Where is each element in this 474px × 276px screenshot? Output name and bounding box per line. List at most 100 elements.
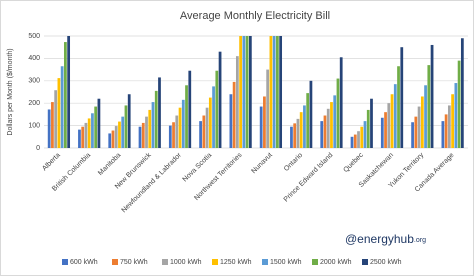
bar <box>370 98 373 148</box>
bar <box>366 109 370 148</box>
bar <box>78 129 81 148</box>
bar <box>424 85 427 148</box>
bar <box>229 94 233 148</box>
bar <box>460 38 464 148</box>
bar <box>279 36 283 148</box>
bar <box>397 66 400 148</box>
bar <box>199 121 202 148</box>
bar <box>111 130 115 148</box>
legend-swatch <box>162 259 168 265</box>
bar <box>235 56 239 148</box>
legend-label: 2000 kWh <box>320 259 352 266</box>
legend-swatch <box>212 259 218 265</box>
bar <box>188 70 192 148</box>
bar <box>411 122 414 148</box>
bar <box>326 108 330 148</box>
bar <box>127 94 131 148</box>
bar <box>384 112 387 148</box>
bar <box>118 121 121 148</box>
legend-label: 1000 kWh <box>170 259 202 266</box>
bar <box>94 106 98 148</box>
watermark-main: @energyhub <box>345 232 414 246</box>
bar <box>138 126 142 148</box>
bar <box>350 136 354 148</box>
bar <box>218 51 222 148</box>
bar <box>145 116 148 148</box>
y-axis-label: Dollars per Month ($/month) <box>7 48 14 135</box>
bar <box>121 116 125 148</box>
y-tick-label: 300 <box>28 78 40 85</box>
bar <box>393 84 397 148</box>
legend-label: 1250 kWh <box>220 259 252 266</box>
bar <box>414 116 418 148</box>
bar <box>363 121 367 148</box>
bar <box>303 105 306 148</box>
bar <box>124 105 128 148</box>
bar <box>357 131 360 148</box>
bar <box>360 126 364 148</box>
y-tick-label: 400 <box>28 55 40 62</box>
bar <box>309 80 313 148</box>
bar <box>158 77 161 148</box>
bar <box>60 66 64 148</box>
bar <box>336 78 340 148</box>
bar <box>390 94 394 148</box>
watermark-suffix: .org <box>414 237 426 244</box>
y-tick-label: 500 <box>28 33 40 40</box>
bar <box>151 102 155 148</box>
bar <box>47 109 51 148</box>
legend-swatch <box>62 259 68 265</box>
legend-swatch <box>112 259 118 265</box>
bar <box>269 36 273 148</box>
bar <box>276 36 279 148</box>
y-tick-label: 0 <box>36 145 40 152</box>
bar <box>259 106 263 148</box>
legend-swatch <box>312 259 318 265</box>
bar <box>272 36 276 148</box>
bar <box>444 114 448 148</box>
bar <box>293 123 297 148</box>
bar <box>81 126 85 148</box>
bar <box>248 36 252 148</box>
bar <box>154 90 158 148</box>
bar <box>141 122 145 148</box>
bar <box>457 60 461 148</box>
bar <box>299 112 303 148</box>
bar <box>306 93 310 148</box>
bar <box>202 115 206 148</box>
bar <box>175 115 179 148</box>
bar <box>168 125 172 148</box>
chart-title: Average Monthly Electricity Bill <box>180 10 330 22</box>
legend-swatch <box>262 259 268 265</box>
bar <box>339 57 343 148</box>
watermark: @energyhub.org <box>345 232 426 246</box>
bar <box>181 99 185 148</box>
legend-label: 750 kWh <box>120 259 148 266</box>
bar <box>427 65 431 148</box>
bar <box>441 121 445 148</box>
bar <box>323 115 327 148</box>
y-tick-label: 100 <box>28 122 40 129</box>
bar <box>387 103 391 148</box>
bar <box>67 36 71 148</box>
bar <box>54 90 58 148</box>
bar <box>87 118 91 148</box>
bar <box>333 95 337 148</box>
bar <box>380 117 384 148</box>
bar <box>185 85 188 148</box>
bar <box>245 36 249 148</box>
bar <box>215 70 219 148</box>
legend-label: 2500 kWh <box>370 259 402 266</box>
bar <box>296 118 300 148</box>
bar <box>57 78 61 148</box>
bar <box>420 96 424 148</box>
bar <box>205 107 209 148</box>
bar <box>64 42 67 148</box>
bar <box>454 83 458 148</box>
bar <box>266 69 270 148</box>
bar <box>212 86 215 148</box>
bar <box>108 133 112 148</box>
bar <box>330 102 333 148</box>
bar <box>114 126 118 148</box>
